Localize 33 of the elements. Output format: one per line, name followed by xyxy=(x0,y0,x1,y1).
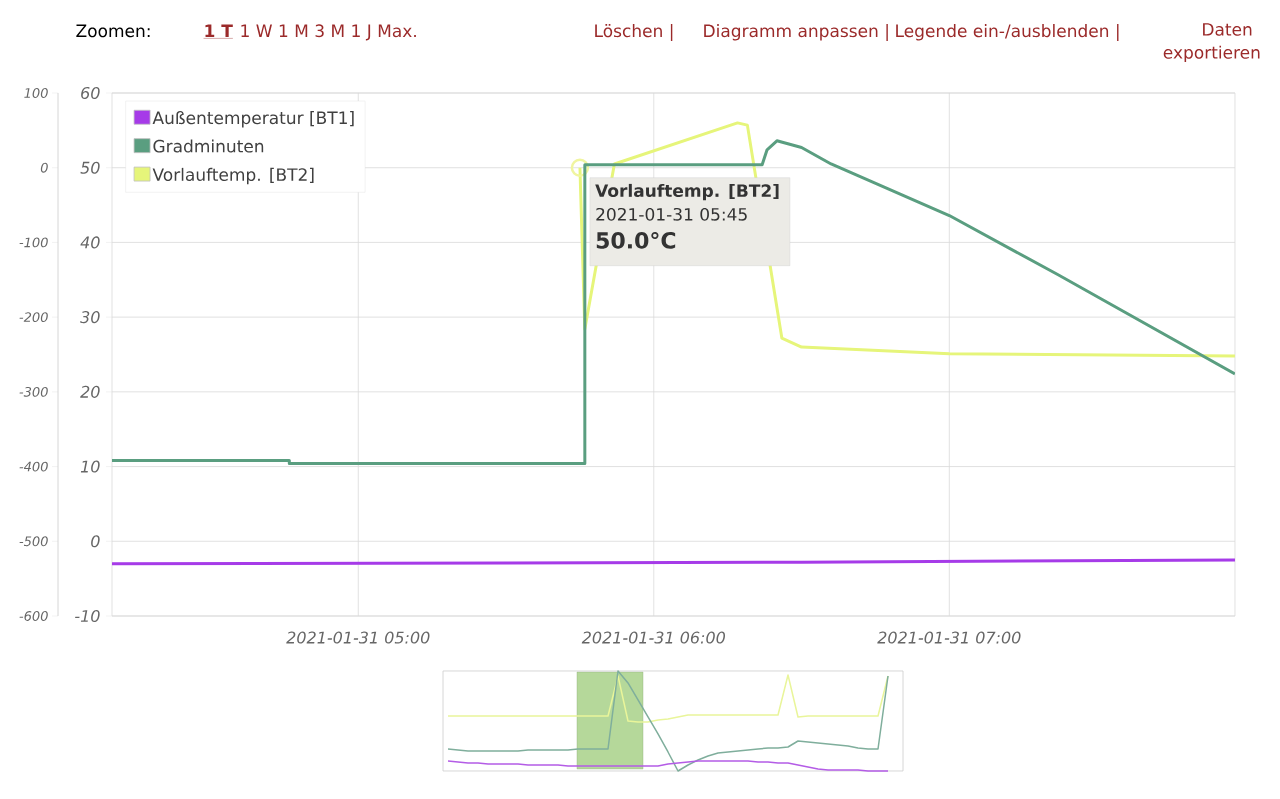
legend-label: Vorlauftemp. [BT2] xyxy=(152,167,314,185)
x-tick-label: 2021-01-31 07:00 xyxy=(877,631,1021,644)
y-tick-label: 10 xyxy=(80,460,100,473)
legend-label: Außentemperatur [BT1] xyxy=(152,111,354,128)
x-tick-label: 2021-01-31 05:00 xyxy=(286,631,430,644)
legend-label: Gradminuten xyxy=(153,139,264,153)
y2-tick-label: -500 xyxy=(19,536,48,547)
y-tick-label: 40 xyxy=(80,236,100,249)
text: Daten exportieren xyxy=(1163,23,1260,63)
y2-tick-label: -400 xyxy=(19,461,48,472)
y2-tick-label: -100 xyxy=(19,237,48,248)
y2-tick-label: 0 xyxy=(40,162,48,173)
text: Legende ein-/ausblenden | xyxy=(896,24,1119,41)
text: 1 W 1 M 3 M 1 J Max. xyxy=(241,24,416,41)
y-tick-label: 0 xyxy=(91,535,100,548)
text: Löschen | xyxy=(595,24,673,41)
text: Diagramm anpassen | xyxy=(704,24,888,41)
y2-tick-label: -300 xyxy=(19,386,48,397)
annotation: Vorlauftemp. [BT2] xyxy=(595,183,779,201)
x-tick-label: 2021-01-31 06:00 xyxy=(581,631,726,644)
annotation: 2021-01-31 05:45 xyxy=(596,207,747,221)
y-tick-label: 50 xyxy=(80,161,100,174)
text: 1 T xyxy=(205,24,233,37)
line-series xyxy=(112,139,1235,466)
y-tick-label: 60 xyxy=(81,86,100,100)
y-tick-label: 20 xyxy=(80,385,100,398)
y2-tick-label: -200 xyxy=(19,312,48,323)
y2-tick-label: 100 xyxy=(24,88,48,98)
y-tick-label: 30 xyxy=(80,311,100,324)
y-tick-label: -10 xyxy=(75,609,100,623)
annotation: 50.0°C xyxy=(596,231,676,249)
y2-tick-label: -600 xyxy=(19,611,48,621)
text: Zoomen: xyxy=(76,24,150,38)
